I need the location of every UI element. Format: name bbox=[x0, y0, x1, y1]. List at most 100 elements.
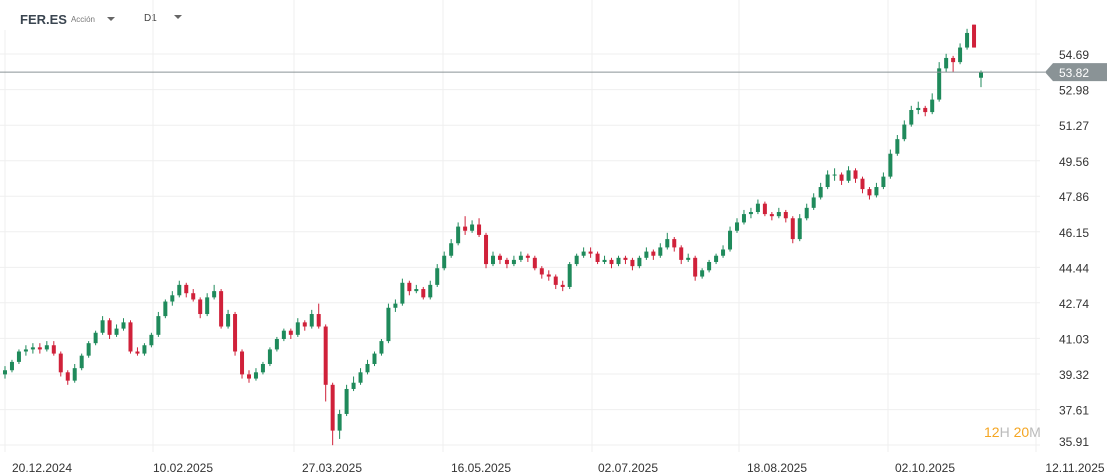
candle-body bbox=[177, 284, 182, 296]
candle-body bbox=[818, 187, 823, 198]
candle-body bbox=[184, 284, 189, 294]
candle-body bbox=[623, 257, 628, 260]
candle bbox=[944, 53, 949, 73]
candle bbox=[811, 193, 816, 210]
x-tick-label: 27.03.2025 bbox=[302, 461, 362, 475]
candle bbox=[233, 311, 238, 356]
candle bbox=[714, 253, 719, 265]
candle-body bbox=[916, 107, 921, 111]
candle bbox=[693, 255, 698, 281]
candle-body bbox=[100, 320, 105, 333]
candle bbox=[602, 255, 607, 265]
candle-body bbox=[16, 351, 21, 362]
y-tick-label: 41.03 bbox=[1059, 332, 1089, 346]
candle bbox=[651, 249, 656, 260]
candle-body bbox=[170, 295, 175, 302]
candle-body bbox=[226, 314, 231, 327]
candle bbox=[344, 384, 349, 417]
candle bbox=[532, 255, 537, 271]
candle bbox=[679, 245, 684, 265]
candle-body bbox=[721, 249, 726, 256]
candle-body bbox=[630, 259, 635, 267]
candle-body bbox=[414, 289, 419, 292]
candle-body bbox=[686, 257, 691, 260]
candle-body bbox=[581, 251, 586, 256]
candle bbox=[818, 182, 823, 200]
y-tick-label: 47.86 bbox=[1059, 190, 1089, 204]
candle-body bbox=[958, 47, 963, 63]
candle-body bbox=[247, 374, 251, 379]
candle bbox=[511, 255, 516, 267]
x-tick-label: 20.12.2024 bbox=[12, 461, 72, 475]
candle bbox=[839, 172, 844, 185]
candle-body bbox=[797, 218, 802, 240]
candle bbox=[728, 226, 733, 252]
y-tick-label: 54.69 bbox=[1059, 48, 1089, 62]
candle bbox=[421, 286, 426, 300]
candle-body bbox=[288, 330, 293, 335]
candle bbox=[30, 343, 35, 354]
candle-body bbox=[121, 322, 126, 329]
candle-body bbox=[309, 314, 314, 327]
symbol-selector[interactable]: FER.ES Acción bbox=[20, 10, 115, 28]
candle-body bbox=[233, 314, 238, 352]
candle-body bbox=[553, 276, 558, 285]
candle-body bbox=[449, 243, 454, 256]
candle-body bbox=[435, 268, 440, 285]
candle bbox=[686, 253, 691, 262]
candle-body bbox=[358, 372, 363, 383]
candle-body bbox=[511, 259, 516, 265]
candle bbox=[449, 239, 454, 258]
candle bbox=[567, 261, 572, 290]
candle bbox=[37, 343, 42, 354]
candle-body bbox=[428, 284, 433, 298]
candle bbox=[16, 349, 21, 364]
candle-body bbox=[679, 247, 684, 260]
candle bbox=[107, 318, 112, 340]
candle bbox=[497, 253, 502, 265]
chevron-down-icon[interactable] bbox=[173, 15, 182, 19]
candle-body bbox=[518, 255, 523, 260]
candle bbox=[762, 201, 767, 217]
candle bbox=[65, 370, 70, 385]
candle bbox=[909, 105, 914, 127]
candle bbox=[247, 370, 251, 383]
candle bbox=[407, 280, 412, 296]
x-tick-label: 18.08.2025 bbox=[747, 461, 807, 475]
candle-body bbox=[951, 57, 956, 63]
candle bbox=[902, 120, 907, 142]
candle bbox=[658, 243, 663, 258]
candle-body bbox=[609, 259, 614, 265]
candle bbox=[23, 345, 28, 356]
candle-body bbox=[944, 57, 949, 69]
y-tick-label: 37.61 bbox=[1059, 404, 1089, 418]
candle-body bbox=[881, 176, 886, 188]
candle-body bbox=[205, 297, 210, 315]
candle bbox=[302, 320, 307, 331]
candle-body bbox=[316, 314, 321, 327]
candle bbox=[958, 43, 963, 65]
current-price-label: 53.82 bbox=[1059, 66, 1089, 80]
candle bbox=[295, 318, 300, 337]
candle bbox=[874, 182, 879, 198]
candle bbox=[170, 291, 175, 306]
candle bbox=[288, 328, 293, 340]
candle bbox=[316, 303, 321, 329]
candle-body bbox=[253, 372, 258, 379]
chevron-down-icon[interactable] bbox=[106, 17, 115, 21]
candle-body bbox=[93, 332, 98, 344]
candle-body bbox=[442, 255, 447, 269]
candle-body bbox=[574, 255, 579, 265]
candle bbox=[226, 309, 231, 329]
candle-body bbox=[463, 226, 468, 231]
candle-body bbox=[400, 282, 405, 304]
candle-body bbox=[769, 214, 774, 217]
candle-body bbox=[741, 214, 746, 223]
timeframe-selector[interactable]: D1 bbox=[144, 13, 182, 24]
candle-body bbox=[937, 68, 942, 100]
candle bbox=[351, 376, 356, 392]
y-tick-label: 46.15 bbox=[1059, 226, 1089, 240]
candle-body bbox=[825, 174, 830, 188]
candle bbox=[867, 187, 872, 200]
